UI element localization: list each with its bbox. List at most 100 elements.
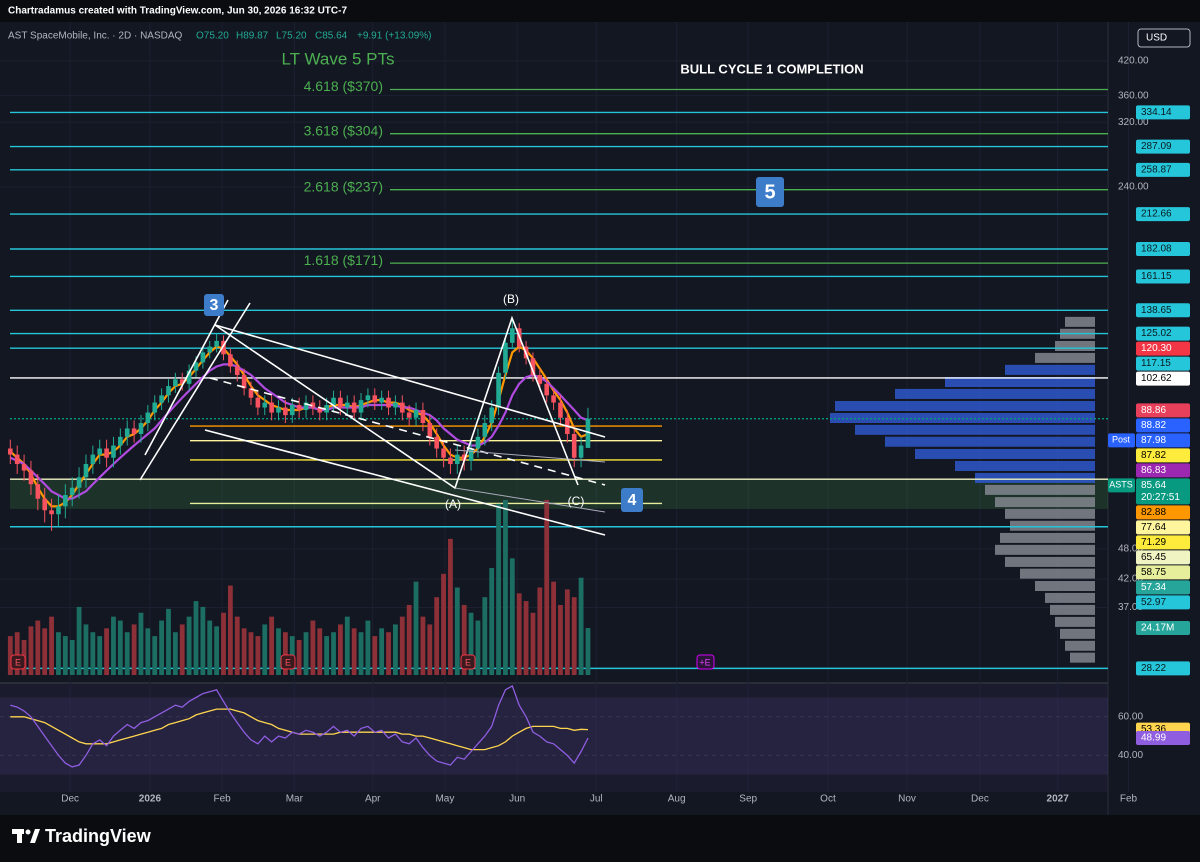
candle-body <box>14 454 20 465</box>
price-tag <box>1136 433 1190 448</box>
volume-bar <box>76 606 82 675</box>
profile-row <box>1000 532 1095 543</box>
earnings-marker[interactable] <box>460 654 476 670</box>
volume-bar <box>104 628 109 675</box>
price-tag-label: 120.30 <box>1141 343 1172 354</box>
volume-bar <box>310 620 316 675</box>
earnings-label[interactable]: E <box>465 657 471 667</box>
price-tag-label: 86.83 <box>1141 465 1166 476</box>
price-tag <box>1136 520 1190 535</box>
candle-body <box>578 445 584 458</box>
channel-top <box>214 324 606 438</box>
profile-row <box>1020 568 1095 579</box>
volume-bar <box>159 620 165 675</box>
profile-row <box>975 472 1095 483</box>
profile-row <box>985 484 1095 495</box>
y-tick-label: 37.00 <box>1118 602 1143 613</box>
candle-body <box>152 402 158 413</box>
volume-bar <box>200 606 206 675</box>
volume-bar <box>124 632 130 675</box>
profile-row <box>1065 640 1095 651</box>
candle-body <box>111 445 116 458</box>
wave-label: (A) <box>445 497 461 511</box>
volume-bar <box>255 636 261 675</box>
candle-body <box>358 400 364 413</box>
rsi-tag-label: 48.99 <box>1141 733 1166 744</box>
candle-body <box>344 402 350 408</box>
price-tag-label: 125.02 <box>1141 328 1172 339</box>
countdown: 20:27:51 <box>1141 492 1180 503</box>
volume-bar <box>317 628 323 675</box>
symbol-tag-label: Post <box>1112 435 1131 445</box>
earnings-label[interactable]: E <box>285 657 291 667</box>
volume-bar <box>69 639 75 675</box>
volume-bar <box>193 601 199 675</box>
price-tag-label: 82.88 <box>1141 507 1166 518</box>
candle-body <box>97 448 103 455</box>
price-tag <box>1136 105 1190 120</box>
rsi-line <box>10 684 589 768</box>
price-tag <box>1136 303 1190 318</box>
volume-bar <box>475 620 481 675</box>
x-tick-label: Apr <box>365 794 381 805</box>
wave-label: 3 <box>210 297 219 314</box>
volume-bar <box>282 632 288 675</box>
candle-body <box>214 340 219 347</box>
volume-bar <box>468 612 474 675</box>
logo-shape <box>25 829 31 835</box>
volume-bar <box>448 538 453 675</box>
candle-body <box>83 464 89 478</box>
volume-bar <box>482 597 488 675</box>
candle-body <box>35 484 41 499</box>
brand-bar <box>0 815 1200 862</box>
fib-label: 3.618 ($304) <box>304 122 383 138</box>
volume-bar <box>7 636 13 675</box>
earnings-label[interactable]: +E <box>699 657 710 667</box>
candle-body <box>200 352 206 363</box>
profile-row <box>1005 556 1095 567</box>
currency[interactable]: USD <box>1146 33 1167 44</box>
volume-bar <box>166 608 171 675</box>
profile-row <box>1065 316 1095 327</box>
candle-body <box>475 436 481 449</box>
volume-bar <box>441 573 446 675</box>
volume-bar <box>544 499 550 675</box>
candle-body <box>42 498 47 511</box>
earnings-marker[interactable] <box>280 654 296 670</box>
price-tag-label: 71.29 <box>1141 537 1166 548</box>
volume-bar <box>358 632 364 675</box>
volume-bar <box>221 612 226 675</box>
profile-row <box>1005 364 1095 375</box>
volume-tag <box>1136 620 1190 635</box>
candle-body <box>455 454 460 465</box>
price-tag <box>1136 418 1190 433</box>
candle-body <box>551 395 556 403</box>
candle-body <box>283 407 288 416</box>
price-tag-label: 87.82 <box>1141 450 1166 461</box>
candle-body <box>310 402 316 408</box>
earnings-label[interactable]: E <box>15 657 21 667</box>
earnings-marker[interactable] <box>10 654 26 670</box>
earnings-marker[interactable] <box>696 654 715 670</box>
y-tick-label: 240.00 <box>1118 182 1149 193</box>
volume-bar <box>434 597 440 675</box>
volume-bar <box>35 620 41 675</box>
wave-box <box>204 294 224 316</box>
price-tag <box>1136 139 1190 154</box>
candle-body <box>221 340 226 355</box>
volume-bar <box>399 616 405 675</box>
price-tag-label: 88.86 <box>1141 405 1166 416</box>
candle-body <box>56 506 61 515</box>
volume-bar <box>365 620 371 675</box>
candle-body <box>241 374 247 389</box>
candle-body <box>248 388 254 398</box>
price-tag <box>1136 478 1190 505</box>
currency-box[interactable] <box>1137 28 1191 48</box>
price-tag <box>1136 356 1190 371</box>
candle-body <box>434 436 439 449</box>
price-tag-label: 58.75 <box>1141 567 1166 578</box>
volume-bar <box>558 604 563 675</box>
price-tag-label: 117.15 <box>1141 358 1171 369</box>
volume-bar <box>496 503 501 675</box>
